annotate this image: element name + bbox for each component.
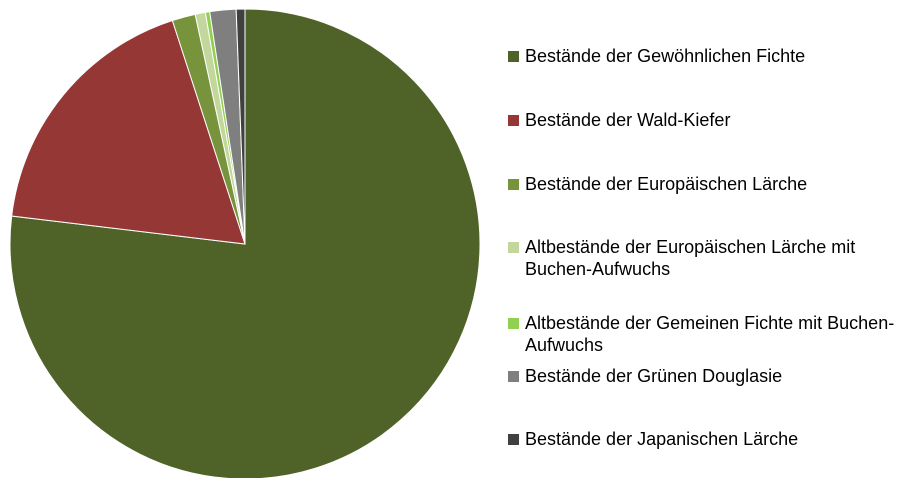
legend-item: Bestände der Grünen Douglasie (508, 365, 908, 387)
legend-label: Bestände der Europäischen Lärche (525, 174, 808, 194)
legend-label: Altbestände der Europäischen Lärche mit … (525, 237, 856, 279)
legend-item: Bestände der Europäischen Lärche (508, 173, 908, 195)
legend-label: Bestände der Grünen Douglasie (525, 366, 783, 386)
legend-item: Altbestände der Europäischen Lärche mit … (508, 236, 908, 280)
legend-item: Altbestände der Gemeinen Fichte mit Buch… (508, 312, 908, 356)
pie-slice (235, 8, 246, 245)
legend-label: Bestände der Gewöhnlichen Fichte (525, 46, 806, 66)
legend-swatch (508, 179, 519, 190)
legend-item: Bestände der Japanischen Lärche (508, 428, 908, 450)
legend-label: Altbestände der Gemeinen Fichte mit Buch… (525, 313, 895, 355)
legend-swatch (508, 115, 519, 126)
legend-item: Bestände der Gewöhnlichen Fichte (508, 45, 908, 67)
pie-area (9, 8, 481, 478)
legend-swatch (508, 242, 519, 253)
legend-swatch (508, 318, 519, 329)
legend-swatch (508, 371, 519, 382)
legend-item: Bestände der Wald-Kiefer (508, 109, 908, 131)
legend-label: Bestände der Wald-Kiefer (525, 110, 731, 130)
pie-slice (11, 19, 246, 245)
legend-label: Bestände der Japanischen Lärche (525, 429, 799, 449)
legend-swatch (508, 51, 519, 62)
legend-swatch (508, 434, 519, 445)
